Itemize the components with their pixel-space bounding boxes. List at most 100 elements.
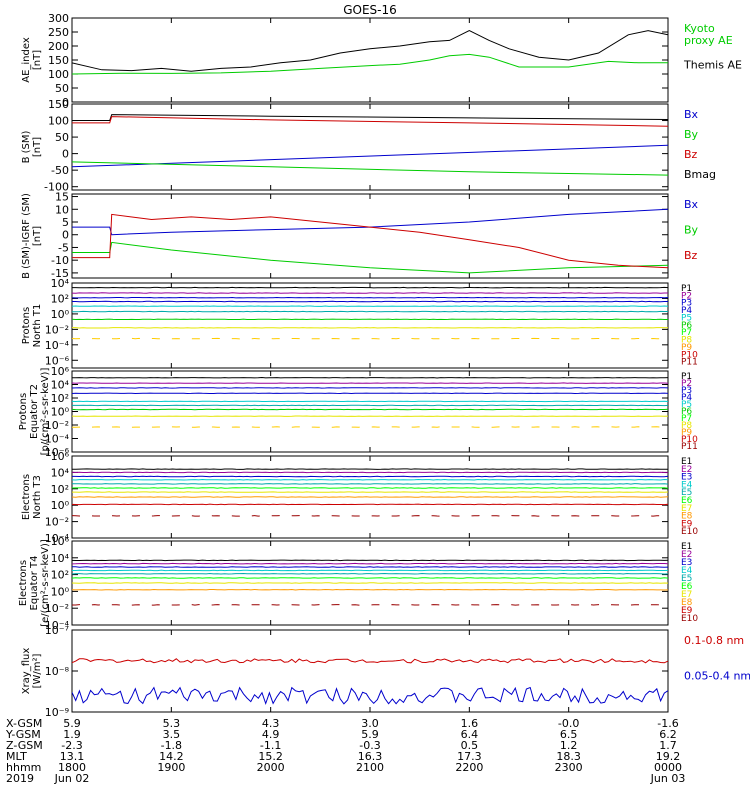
series-line-e6 xyxy=(72,577,668,579)
legend-entry: P3 xyxy=(681,386,692,396)
x-row-value: 17.3 xyxy=(457,750,482,763)
legend-entry: P10 xyxy=(681,435,698,445)
legend-entry: P2 xyxy=(681,291,692,301)
x-row-value: -1.6 xyxy=(657,717,678,730)
legend-entry: P6 xyxy=(681,407,692,417)
series-line-p9 xyxy=(72,337,668,340)
x-row-label: Y-GSM xyxy=(5,728,41,741)
y-tick-label: -15 xyxy=(51,267,69,280)
y-axis-label: [nT] xyxy=(32,50,43,70)
y-tick-label: 10⁻⁴ xyxy=(45,532,70,545)
y-tick-label: 150 xyxy=(48,98,69,111)
x-row-value: 0000 xyxy=(654,761,682,774)
x-row-value: 5.9 xyxy=(63,717,81,730)
legend-entry: 0.05-0.4 nm xyxy=(684,670,750,683)
y-tick-label: 150 xyxy=(48,54,69,67)
y-axis-label: B (SM) xyxy=(21,130,32,163)
legend-entry: P4 xyxy=(681,393,692,403)
legend-entry: P1 xyxy=(681,372,692,382)
y-tick-label: 10⁻⁴ xyxy=(45,433,70,446)
y-tick-label: -5 xyxy=(58,241,69,254)
y-tick-label: 10⁻⁶ xyxy=(45,354,70,367)
y-tick-label: 10⁶ xyxy=(51,365,70,378)
legend-entry: P9 xyxy=(681,428,692,438)
legend-entry: E3 xyxy=(681,473,692,483)
legend-entry: Themis AE xyxy=(683,59,742,72)
series-line-e4 xyxy=(72,569,668,572)
series-line-bz xyxy=(72,213,668,269)
series-line-e5 xyxy=(72,572,668,575)
series-line-e1 xyxy=(72,468,668,470)
legend-entry: E8 xyxy=(681,512,693,522)
legend-entry: proxy AE xyxy=(684,34,733,47)
plot-title: GOES-16 xyxy=(343,3,397,17)
legend-entry: Bx xyxy=(684,198,699,211)
x-row-value: Jun 02 xyxy=(54,772,90,785)
x-row-label: X-GSM xyxy=(6,717,42,730)
y-tick-label: 10⁻⁷ xyxy=(45,624,69,637)
series-line-e10 xyxy=(72,515,668,517)
series-line-0-05-0-4-nm xyxy=(72,686,668,706)
legend-entry: E1 xyxy=(681,542,692,552)
series-line-p4 xyxy=(72,300,668,303)
series-line-p1 xyxy=(72,286,668,289)
y-tick-label: 10⁻⁶ xyxy=(45,446,70,459)
x-row-value: Jun 03 xyxy=(650,772,686,785)
x-row-value: 1.7 xyxy=(659,739,677,752)
legend-entry: E8 xyxy=(681,598,693,608)
series-line-e9 xyxy=(72,604,668,606)
x-row-value: -1.1 xyxy=(260,739,281,752)
y-tick-label: 50 xyxy=(55,82,69,95)
legend-entry: P5 xyxy=(681,400,692,410)
y-tick-label: 10² xyxy=(51,569,69,582)
series-line-e6 xyxy=(72,487,668,489)
legend-entry: P5 xyxy=(681,313,692,323)
x-row-value: 6.5 xyxy=(560,728,578,741)
y-tick-label: 10⁻² xyxy=(45,419,69,432)
panel-4: 10⁴ 10² 10⁰ 10⁻² 10⁻⁴ 10⁻⁶ Protons North T1 P1P2… xyxy=(21,277,698,369)
y-tick-label: 15 xyxy=(55,191,69,204)
legend-entry: E9 xyxy=(681,519,693,529)
legend-entry: 0.1-0.8 nm xyxy=(684,634,744,647)
series-group xyxy=(72,468,668,517)
x-row-value: 0.5 xyxy=(461,739,479,752)
legend-entry: P8 xyxy=(681,421,692,431)
y-tick-label: 10⁴ xyxy=(51,277,70,290)
legend-entry: By xyxy=(684,223,699,236)
series-line-e3 xyxy=(72,566,668,568)
legend-entry: P6 xyxy=(681,321,692,331)
y-tick-label: 10 xyxy=(55,203,69,216)
x-row-value: 4.9 xyxy=(262,728,280,741)
series-line-bx xyxy=(72,144,668,168)
x-row-value: 1900 xyxy=(157,761,185,774)
y-tick-label: -10 xyxy=(51,254,69,267)
series-group xyxy=(72,376,668,428)
y-tick-label: 10⁻⁹ xyxy=(45,706,69,719)
y-tick-label: 10⁴ xyxy=(51,466,70,479)
x-row-value: 1800 xyxy=(58,761,86,774)
legend-entry: E4 xyxy=(681,566,693,576)
y-axis-label: North T3 xyxy=(32,475,43,519)
legend-entry: E7 xyxy=(681,590,692,600)
y-tick-label: 10⁻⁴ xyxy=(45,339,70,352)
legend-entry: By xyxy=(684,128,699,141)
y-tick-label: 10⁻² xyxy=(45,323,69,336)
x-row-value: -1.8 xyxy=(161,739,182,752)
y-axis-label: [nT] xyxy=(32,226,43,246)
y-tick-label: 10² xyxy=(51,483,69,496)
series-line-e4 xyxy=(72,478,668,481)
legend-entry: E7 xyxy=(681,504,692,514)
x-row-value: -0.3 xyxy=(359,739,380,752)
legend-entry: P8 xyxy=(681,336,692,346)
legend-entry: Bz xyxy=(684,148,698,161)
series-group xyxy=(72,114,668,176)
legend-entry: P11 xyxy=(681,358,698,368)
legend-entry: E5 xyxy=(681,488,692,498)
x-row-value: 1.6 xyxy=(461,717,479,730)
y-axis-label: Electrons xyxy=(18,560,29,606)
series-line-p2 xyxy=(72,292,668,294)
